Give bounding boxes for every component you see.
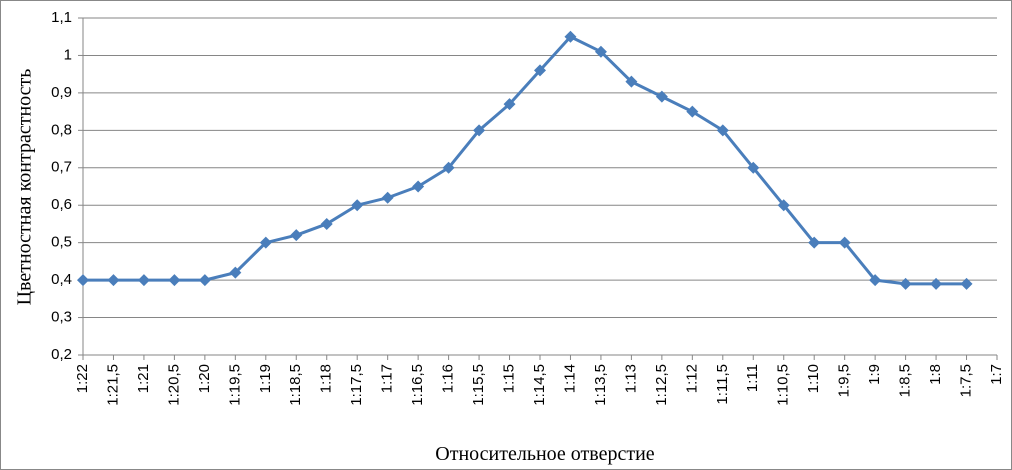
y-tick-label: 0,3	[51, 309, 72, 326]
x-tick-label: 1:13	[622, 364, 639, 393]
data-point	[960, 277, 973, 290]
y-tick-label: 0,8	[51, 121, 72, 138]
y-tick-label: 0,5	[51, 234, 72, 251]
data-point	[686, 105, 699, 118]
data-point	[290, 229, 303, 242]
data-point	[320, 217, 333, 230]
x-tick-label: 1:18,5	[287, 364, 304, 406]
x-tick-label: 1:10	[805, 364, 822, 393]
data-point	[442, 161, 455, 174]
x-tick-label: 1:9	[866, 364, 883, 385]
x-tick-label: 1:14,5	[531, 364, 548, 406]
x-tick-label: 1:9,5	[836, 364, 853, 397]
y-tick-label: 0,9	[51, 84, 72, 101]
data-point	[899, 277, 912, 290]
y-tick-label: 0,7	[51, 159, 72, 176]
y-tick-label: 0,4	[51, 271, 72, 288]
x-tick-label: 1:13,5	[592, 364, 609, 406]
data-point	[259, 236, 272, 249]
data-point	[564, 30, 577, 43]
x-tick-label: 1:10,5	[775, 364, 792, 406]
x-tick-label: 1:16,5	[409, 364, 426, 406]
data-point	[351, 199, 364, 212]
x-tick-label: 1:15,5	[470, 364, 487, 406]
x-tick-label: 1:22	[74, 364, 91, 393]
x-tick-label: 1:15	[501, 364, 518, 393]
x-tick-label: 1:12,5	[653, 364, 670, 406]
y-tick-label: 0,6	[51, 196, 72, 213]
data-point	[838, 236, 851, 249]
x-tick-label: 1:20,5	[165, 364, 182, 406]
data-point	[777, 199, 790, 212]
y-axis-label: Цветностная контрастность	[14, 69, 36, 306]
x-tick-label: 1:8	[927, 364, 944, 385]
data-point	[930, 277, 943, 290]
data-point	[198, 274, 211, 287]
data-point	[77, 274, 89, 287]
x-tick-label: 1:17,5	[348, 364, 365, 406]
x-tick-label: 1:8,5	[897, 364, 914, 397]
x-tick-label: 1:18	[318, 364, 335, 393]
y-tick-label: 1	[64, 46, 72, 63]
data-point	[229, 266, 242, 279]
data-point	[137, 274, 150, 287]
data-point	[869, 274, 882, 287]
x-axis-label: Относительное отверстие	[435, 443, 655, 465]
data-point	[747, 161, 760, 174]
data-point	[412, 180, 425, 193]
data-point	[168, 274, 181, 287]
x-tick-label: 1:14	[561, 364, 578, 393]
data-point	[107, 274, 120, 287]
data-point	[534, 64, 546, 77]
data-point	[716, 124, 729, 137]
x-tick-label: 1:16	[440, 364, 457, 393]
data-point	[808, 236, 821, 249]
x-tick-label: 1:19	[257, 364, 274, 393]
y-tick-label: 1,1	[51, 9, 72, 26]
data-point	[625, 75, 638, 88]
x-tick-label: 1:17	[379, 364, 396, 393]
data-point	[473, 124, 486, 137]
x-tick-label: 1:12	[683, 364, 700, 393]
x-tick-label: 1:11,5	[714, 364, 731, 405]
data-point	[381, 191, 394, 204]
x-tick-label: 1:21,5	[104, 364, 121, 406]
x-tick-label: 1:20	[196, 364, 213, 393]
data-point	[503, 98, 516, 111]
y-tick-label: 0,2	[51, 346, 72, 363]
x-tick-label: 1:19,5	[226, 364, 243, 406]
x-tick-label: 1:7	[988, 364, 1005, 385]
data-point	[594, 45, 607, 58]
data-point	[655, 90, 668, 103]
x-tick-label: 1:7,5	[958, 364, 975, 397]
x-tick-label: 1:21	[135, 364, 152, 393]
x-tick-label: 1:11	[744, 364, 761, 392]
